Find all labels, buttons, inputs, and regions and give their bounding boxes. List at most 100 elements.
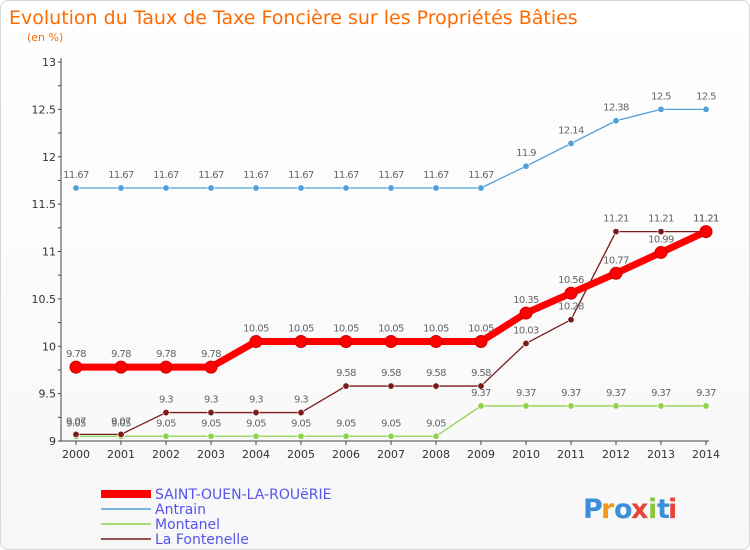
logo-letter: i bbox=[668, 494, 677, 525]
legend-label: Montanel bbox=[155, 517, 220, 533]
data-point bbox=[252, 432, 260, 440]
data-label: 9.3 bbox=[294, 395, 308, 406]
axes: 9 9.5 10 10.5 11 11.5 12 12.5 13 2000 2001 2002 2003… bbox=[32, 56, 721, 461]
y-tick-label: 12 bbox=[42, 151, 56, 164]
data-point bbox=[162, 184, 170, 192]
data-point bbox=[297, 432, 305, 440]
x-tick-label: 2011 bbox=[557, 448, 585, 461]
data-point bbox=[432, 184, 440, 192]
series-saint-ouen-la-rou-rie bbox=[69, 225, 713, 374]
data-point bbox=[567, 402, 575, 410]
proxiti-logo: Pr ox i ti bbox=[583, 494, 677, 525]
data-point bbox=[474, 335, 488, 349]
chart-subtitle: (en %) bbox=[27, 31, 63, 44]
data-point bbox=[612, 402, 620, 410]
data-label: 9.58 bbox=[381, 368, 401, 379]
data-label: 11.21 bbox=[693, 214, 719, 225]
data-point bbox=[429, 335, 443, 349]
data-point bbox=[522, 162, 530, 170]
data-label: 9.05 bbox=[291, 418, 311, 429]
data-point bbox=[702, 402, 710, 410]
series-la-fontenelle bbox=[72, 228, 710, 438]
data-label: 9.78 bbox=[201, 349, 221, 360]
data-label: 10.03 bbox=[513, 325, 539, 336]
data-label: 9.37 bbox=[696, 388, 716, 399]
data-label: 11.67 bbox=[198, 170, 224, 181]
data-point bbox=[117, 184, 125, 192]
data-point bbox=[207, 184, 215, 192]
data-label: 12.5 bbox=[696, 91, 716, 102]
data-label: 9.05 bbox=[111, 418, 131, 429]
logo-letter: x bbox=[631, 494, 648, 525]
y-tick-label: 11 bbox=[42, 246, 56, 259]
data-label: 9.07 bbox=[66, 416, 86, 427]
data-point bbox=[609, 266, 623, 280]
data-label: 9.58 bbox=[426, 368, 446, 379]
data-label: 10.35 bbox=[513, 295, 539, 306]
x-tick-label: 2000 bbox=[62, 448, 90, 461]
data-label: 11.67 bbox=[423, 170, 449, 181]
data-point bbox=[612, 117, 620, 125]
data-point bbox=[249, 335, 263, 349]
x-tick-label: 2007 bbox=[377, 448, 405, 461]
data-point bbox=[699, 225, 713, 239]
data-label: 9.37 bbox=[471, 388, 491, 399]
data-label: 11.67 bbox=[468, 170, 494, 181]
data-point bbox=[297, 409, 305, 417]
x-tick-label: 2013 bbox=[647, 448, 675, 461]
data-point bbox=[114, 360, 128, 374]
y-tick-label: 9 bbox=[49, 435, 56, 448]
data-point bbox=[162, 409, 170, 417]
data-label: 11.67 bbox=[63, 170, 89, 181]
series-antrain bbox=[72, 105, 710, 192]
data-label: 10.05 bbox=[468, 324, 494, 335]
x-tick-label: 2005 bbox=[287, 448, 315, 461]
data-labels-layer: 11.67 11.67 11.67 11.67 11.67 11.67 11.67 11.67… bbox=[63, 91, 719, 429]
data-label: 9.37 bbox=[561, 388, 581, 399]
data-point bbox=[657, 105, 665, 113]
data-point bbox=[432, 432, 440, 440]
data-point bbox=[159, 360, 173, 374]
legend-label: Antrain bbox=[155, 502, 206, 518]
legend-label: La Fontenelle bbox=[155, 532, 249, 548]
data-label: 10.77 bbox=[603, 255, 629, 266]
data-point bbox=[477, 184, 485, 192]
data-point bbox=[339, 335, 353, 349]
data-label: 10.05 bbox=[243, 324, 269, 335]
x-tick-label: 2008 bbox=[422, 448, 450, 461]
chart-title: Evolution du Taux de Taxe Foncière sur l… bbox=[9, 7, 578, 29]
data-label: 11.21 bbox=[693, 214, 719, 225]
data-label: 9.37 bbox=[606, 388, 626, 399]
data-label: 11.21 bbox=[603, 214, 629, 225]
data-point bbox=[522, 402, 530, 410]
data-point bbox=[162, 432, 170, 440]
x-tick-label: 2010 bbox=[512, 448, 540, 461]
y-tick-label: 10 bbox=[42, 340, 56, 353]
data-point bbox=[657, 228, 665, 236]
data-label: 9.05 bbox=[426, 418, 446, 429]
data-label: 10.05 bbox=[333, 324, 359, 335]
y-tick-label: 9.5 bbox=[39, 388, 57, 401]
data-label: 9.3 bbox=[249, 395, 263, 406]
data-point bbox=[477, 382, 485, 390]
data-label: 9.37 bbox=[651, 388, 671, 399]
data-point bbox=[69, 360, 83, 374]
x-tick-label: 2002 bbox=[152, 448, 180, 461]
data-point bbox=[564, 286, 578, 300]
data-point bbox=[294, 335, 308, 349]
data-label: 9.05 bbox=[66, 418, 86, 429]
data-label: 9.05 bbox=[246, 418, 266, 429]
x-tick-label: 2012 bbox=[602, 448, 630, 461]
data-label: 11.67 bbox=[333, 170, 359, 181]
data-label: 10.05 bbox=[423, 324, 449, 335]
y-tick-label: 12.5 bbox=[32, 103, 57, 116]
data-point bbox=[432, 382, 440, 390]
data-point bbox=[342, 184, 350, 192]
data-label: 10.05 bbox=[378, 324, 404, 335]
data-label: 9.3 bbox=[159, 395, 173, 406]
data-point bbox=[204, 360, 218, 374]
data-point bbox=[522, 339, 530, 347]
data-label: 12.14 bbox=[558, 125, 584, 136]
x-tick-label: 2004 bbox=[242, 448, 270, 461]
data-label: 9.05 bbox=[381, 418, 401, 429]
